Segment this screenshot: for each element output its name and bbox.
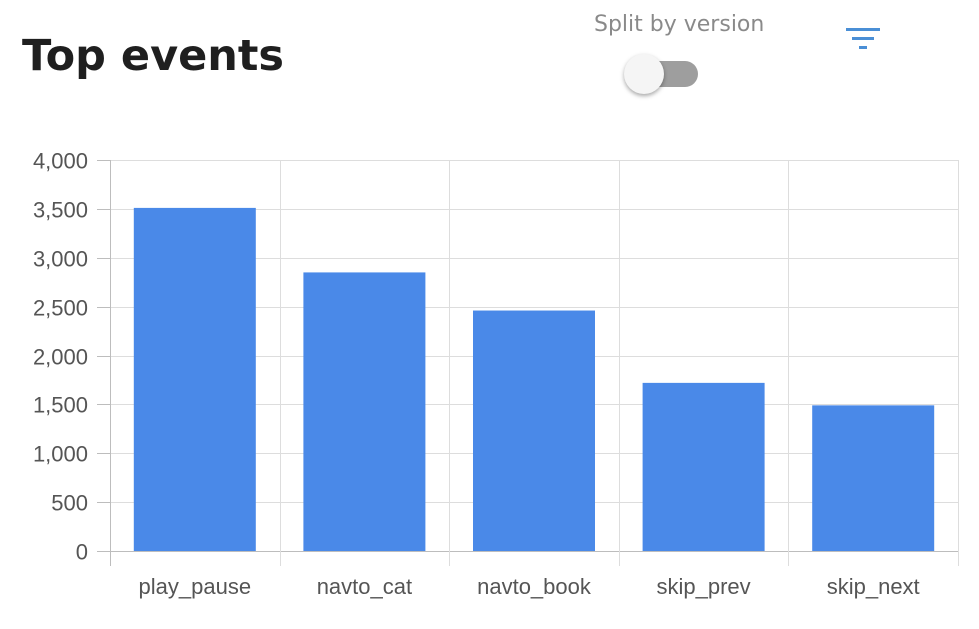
bar-navto_book: [473, 310, 595, 551]
split-by-version-label: Split by version: [594, 12, 765, 37]
x-tick-label: navto_cat: [317, 574, 412, 599]
y-tick-label: 3,000: [33, 247, 88, 272]
filter-icon: [846, 28, 880, 49]
page-title: Top events: [22, 31, 285, 81]
bar-skip_next: [812, 405, 935, 551]
x-tick-label: skip_next: [827, 574, 920, 599]
y-tick-label: 4,000: [33, 149, 88, 174]
y-tick-label: 2,500: [33, 296, 88, 321]
y-tick-label: 0: [76, 540, 88, 565]
y-tick-label: 1,500: [33, 393, 88, 418]
x-tick-label: navto_book: [477, 574, 592, 599]
y-tick-label: 2,000: [33, 345, 88, 370]
y-tick-label: 3,500: [33, 198, 88, 223]
split-by-version-toggle[interactable]: [624, 52, 702, 96]
x-tick-label: skip_prev: [657, 574, 751, 599]
bar-navto_cat: [303, 272, 426, 551]
filter-button[interactable]: [838, 20, 888, 60]
x-tick-label: play_pause: [139, 574, 252, 599]
bar-skip_prev: [642, 382, 765, 551]
y-tick-label: 1,000: [33, 442, 88, 467]
toggle-knob[interactable]: [624, 54, 664, 94]
bar-play_pause: [133, 207, 256, 551]
y-tick-label: 500: [51, 491, 88, 516]
